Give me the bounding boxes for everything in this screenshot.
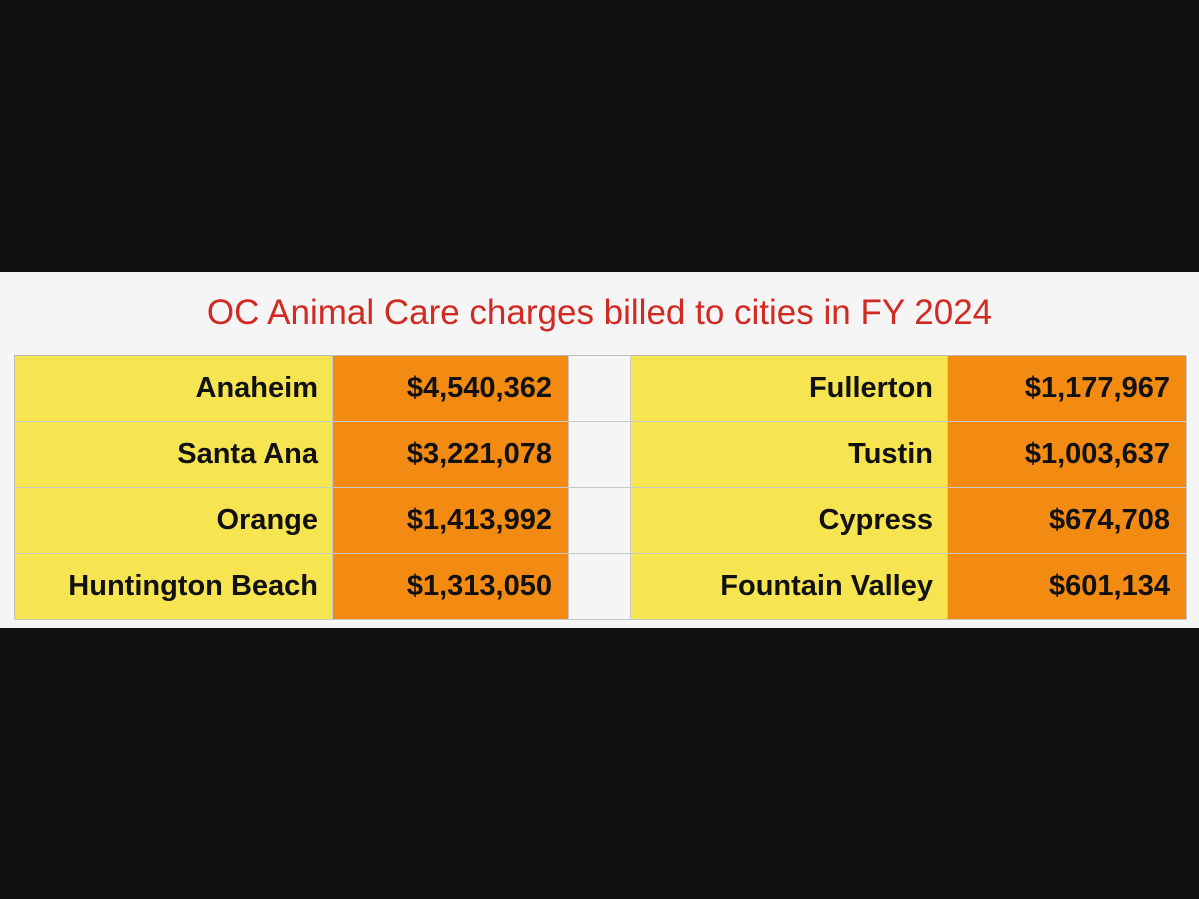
city-cell: Fullerton bbox=[631, 356, 948, 422]
amount-cell: $674,708 bbox=[948, 488, 1187, 554]
spacer-cell bbox=[569, 356, 631, 422]
city-cell: Santa Ana bbox=[15, 422, 333, 488]
city-cell: Orange bbox=[15, 488, 333, 554]
city-cell: Fountain Valley bbox=[631, 554, 948, 620]
table-panel: OC Animal Care charges billed to cities … bbox=[0, 272, 1199, 628]
city-cell: Anaheim bbox=[15, 356, 333, 422]
spacer-cell bbox=[569, 422, 631, 488]
charges-table: Anaheim $4,540,362 Fullerton $1,177,967 Sant… bbox=[14, 355, 1187, 620]
spacer-cell bbox=[569, 554, 631, 620]
amount-cell: $4,540,362 bbox=[333, 356, 569, 422]
amount-cell: $3,221,078 bbox=[333, 422, 569, 488]
amount-cell: $601,134 bbox=[948, 554, 1187, 620]
amount-cell: $1,177,967 bbox=[948, 356, 1187, 422]
amount-cell: $1,413,992 bbox=[333, 488, 569, 554]
table-title: OC Animal Care charges billed to cities … bbox=[206, 293, 993, 332]
amount-cell: $1,313,050 bbox=[333, 554, 569, 620]
city-cell: Tustin bbox=[631, 422, 948, 488]
spacer-cell bbox=[569, 488, 631, 554]
city-cell: Huntington Beach bbox=[15, 554, 333, 620]
city-cell: Cypress bbox=[631, 488, 948, 554]
amount-cell: $1,003,637 bbox=[948, 422, 1187, 488]
